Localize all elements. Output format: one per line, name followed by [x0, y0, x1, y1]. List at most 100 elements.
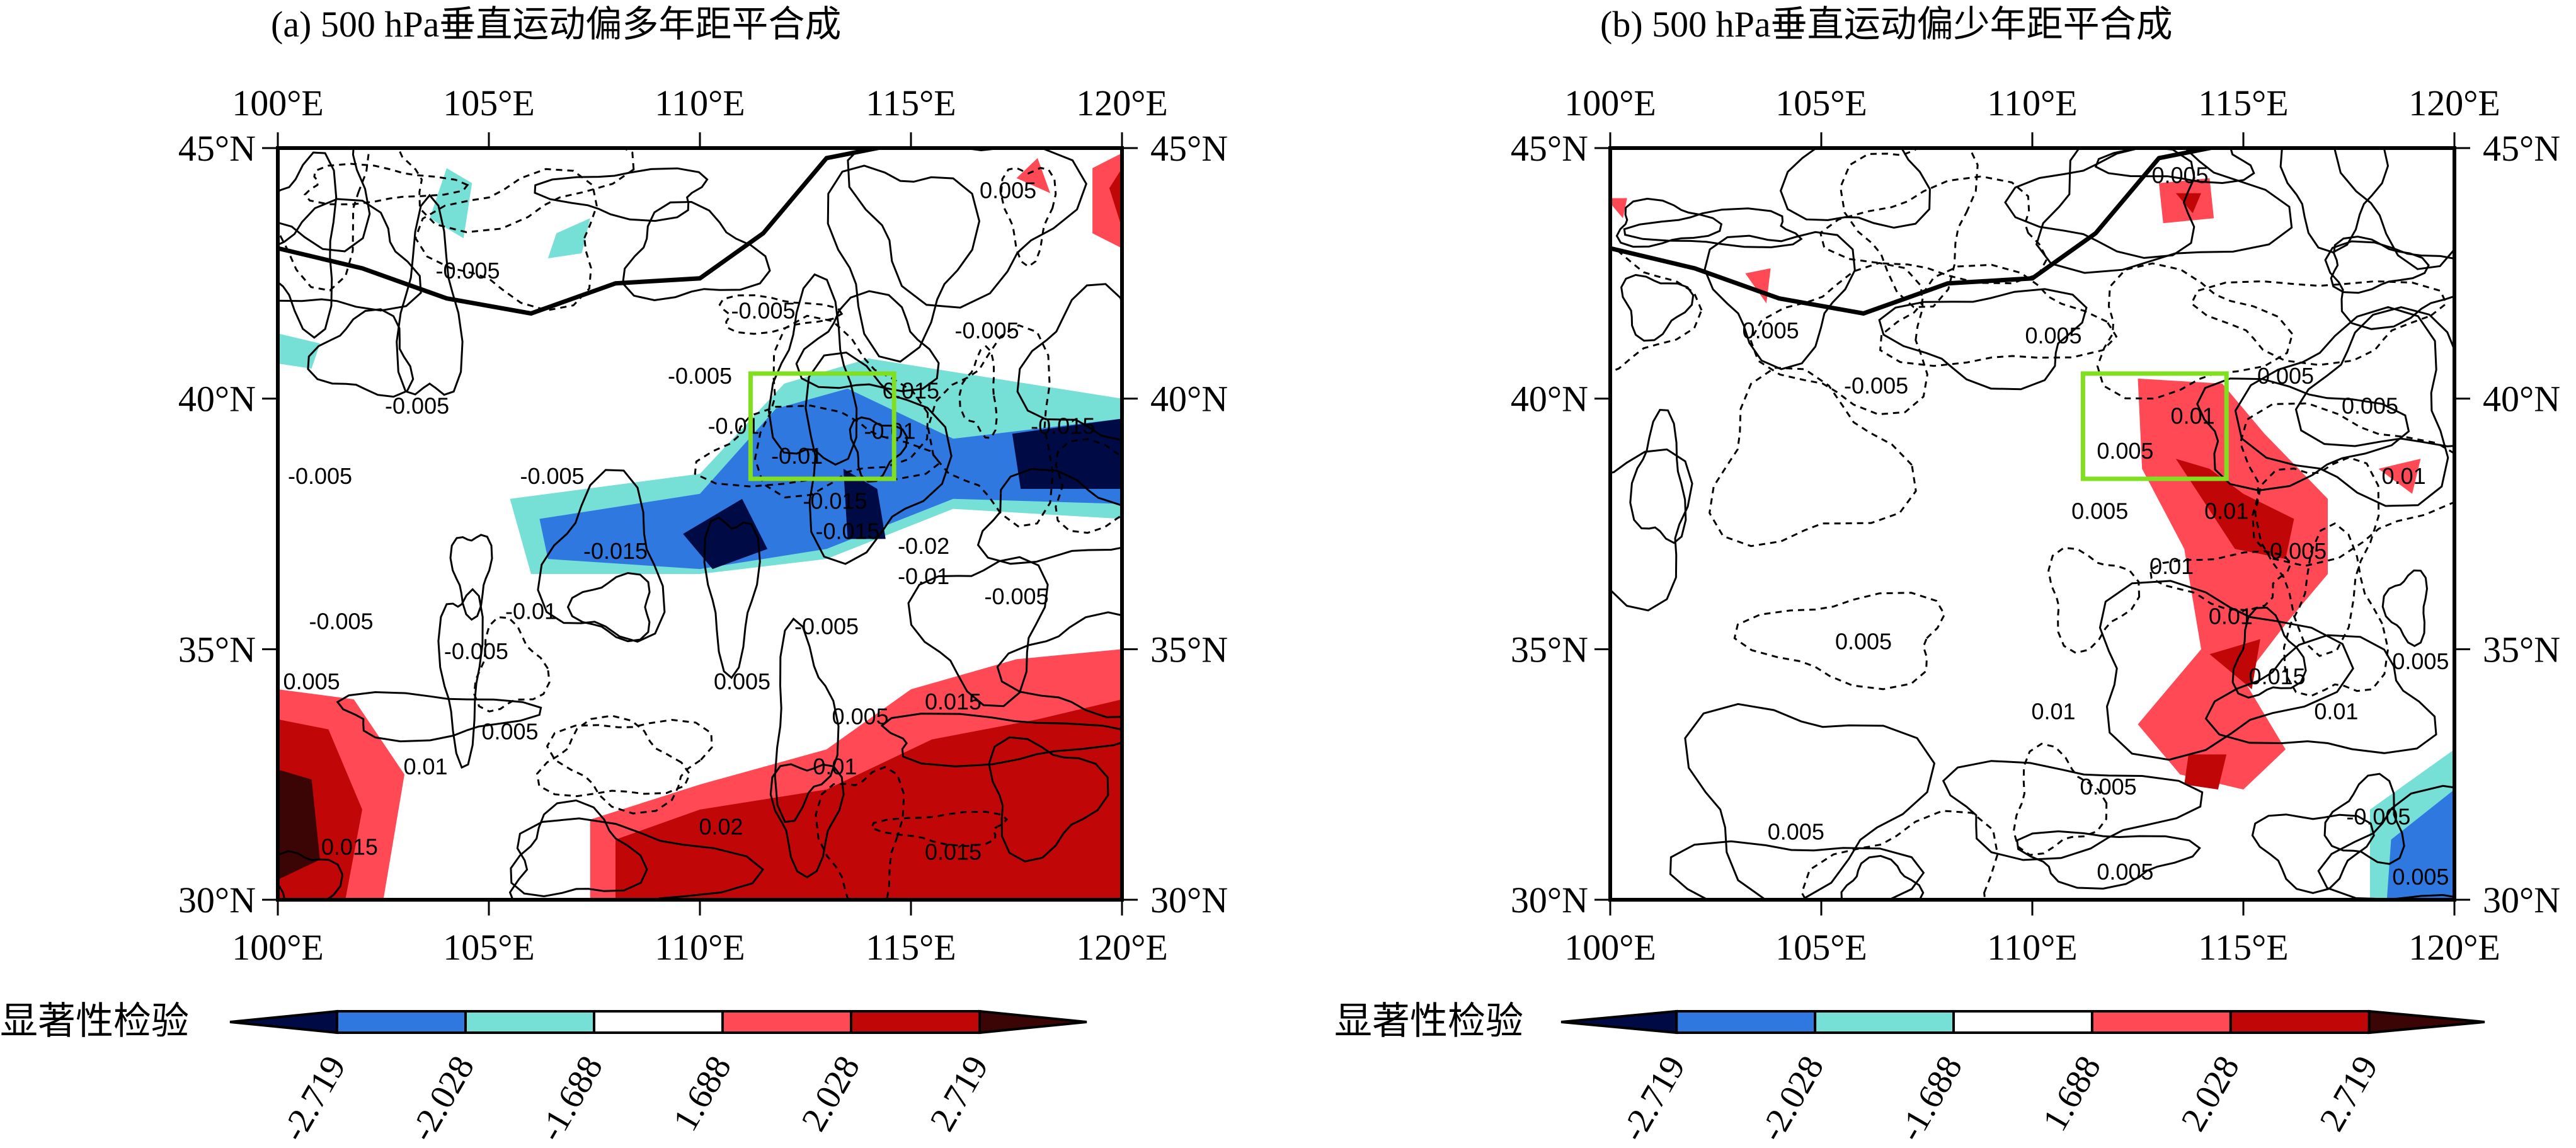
lon-tick-label-top: 105°E — [1775, 83, 1867, 123]
contour-line — [2323, 772, 2405, 865]
contour-line — [2016, 830, 2201, 890]
contour-line — [1878, 288, 2088, 391]
significance-shading — [1016, 158, 1051, 193]
significance-shading — [2175, 193, 2201, 214]
contour-line — [303, 163, 469, 205]
contour-line — [2234, 306, 2449, 507]
contour-label: -0.005 — [520, 463, 584, 489]
colorbar-tick-label: 1.688 — [2035, 1050, 2109, 1138]
lat-tick-label-right: 30°N — [2483, 880, 2560, 921]
contour-label: -0.005 — [984, 583, 1048, 609]
contour-line — [769, 763, 845, 879]
colorbar-segment — [464, 1010, 595, 1034]
contour-line — [473, 616, 551, 713]
contour-line — [534, 167, 709, 222]
contour-line — [2196, 377, 2410, 491]
contour-line — [1623, 207, 1803, 249]
contour-line — [1615, 197, 1723, 248]
significance-shading — [1012, 418, 1122, 489]
significance-shading — [2184, 754, 2227, 790]
contour-label: 0.01 — [2382, 463, 2426, 489]
contour-line — [907, 556, 1049, 708]
contour-line — [437, 588, 484, 769]
colorbar-tick-label: 2.028 — [2173, 1050, 2247, 1138]
border-line — [278, 148, 889, 316]
contour-label: -0.005 — [435, 258, 500, 284]
contour-label: -0.005 — [794, 613, 859, 639]
contour-label: 0.005 — [2392, 864, 2449, 890]
contour-line — [2294, 306, 2454, 447]
contour-line — [2047, 546, 2141, 654]
contour-line — [847, 148, 1087, 309]
colorbar-label: 显著性检验 — [1334, 1000, 1523, 1042]
colorbar-segment — [721, 1010, 852, 1034]
panel-b-map: 0.005 0.005 0.005 -0.005 0.005 0.005 0.01 0.005… — [1511, 83, 2560, 968]
contour-label: 0.005 — [1835, 628, 1892, 654]
lat-tick-label-left: 35°N — [178, 629, 256, 670]
colorbar-extend-low — [1560, 1009, 1678, 1035]
contour-label: 0.01 — [2150, 553, 2194, 579]
contour-line — [2381, 569, 2429, 648]
contour-label: -0.005 — [1844, 373, 1908, 399]
significance-shading — [843, 469, 886, 539]
colorbar-tick-label: -2.719 — [274, 1050, 353, 1148]
contour-label: 0.01 — [2031, 699, 2075, 725]
contour-line — [815, 766, 905, 900]
significance-shading — [2378, 459, 2421, 494]
contour-label: -0.01 — [505, 599, 557, 624]
contour-line — [880, 713, 1122, 767]
contour-label: 0.015 — [2249, 663, 2306, 689]
contour-label: 0.005 — [1743, 318, 1799, 343]
lat-tick-label-left: 30°N — [1511, 880, 1588, 921]
contour-line — [988, 736, 1109, 863]
contour-line — [1942, 760, 2204, 861]
contour-label: 0.01 — [403, 754, 447, 779]
colorbar-extend-high — [978, 1009, 1087, 1035]
contour-line — [2012, 742, 2108, 856]
lon-tick-label-bottom: 105°E — [443, 927, 535, 968]
lon-tick-label-top: 105°E — [443, 83, 535, 123]
lon-tick-label-top: 100°E — [232, 83, 324, 123]
contour-label: 0.005 — [2270, 538, 2327, 564]
contour-line — [2330, 235, 2430, 294]
contour-line — [2317, 784, 2454, 900]
colorbar-tick-label: -2.028 — [403, 1050, 482, 1148]
lat-tick-label-right: 35°N — [2483, 629, 2560, 670]
contour-line — [2204, 634, 2437, 754]
lat-tick-label-left: 40°N — [178, 379, 256, 420]
contour-line — [2231, 606, 2307, 699]
contour-label: -0.005 — [2346, 804, 2410, 830]
lon-tick-label-top: 115°E — [2198, 83, 2288, 123]
lon-tick-label-top: 100°E — [1564, 83, 1656, 123]
contour-line — [2094, 148, 2255, 185]
contour-label: 0.015 — [925, 689, 982, 715]
lon-tick-label-top: 115°E — [866, 83, 956, 123]
contour-label: 0.005 — [283, 669, 340, 694]
contour-label: 0.015 — [883, 378, 939, 404]
contour-label: -0.005 — [385, 393, 449, 419]
lon-tick-label-top: 120°E — [1076, 83, 1168, 123]
contour-line — [927, 324, 1054, 527]
panel-a-title: (a) 500 hPa垂直运动偏多年距平合成 — [271, 4, 841, 45]
significance-shading — [2138, 378, 2328, 790]
contour-line — [996, 611, 1122, 718]
contour-label: -0.005 — [309, 609, 373, 634]
contour-line — [827, 164, 981, 363]
lon-tick-label-bottom: 115°E — [866, 927, 956, 968]
colorbar-segment — [2229, 1010, 2371, 1034]
colorbar-extend-high — [2367, 1009, 2485, 1035]
colorbar-extend-low — [229, 1009, 338, 1035]
colorbar-segment — [593, 1010, 724, 1034]
contour-line — [703, 516, 761, 679]
contour-label: 0.005 — [980, 178, 1036, 204]
lat-tick-label-left: 35°N — [1511, 629, 1588, 670]
contour-line — [1839, 148, 1979, 309]
lon-tick-label-bottom: 110°E — [1987, 927, 2077, 968]
lon-tick-label-top: 120°E — [2408, 83, 2500, 123]
contour-line — [1684, 703, 1936, 900]
lon-tick-label-bottom: 105°E — [1775, 927, 1867, 968]
contour-line — [1709, 367, 1917, 548]
contour-line — [767, 273, 858, 466]
contour-label: 0.005 — [2342, 393, 2398, 419]
colorbar-segment — [1952, 1010, 2093, 1034]
